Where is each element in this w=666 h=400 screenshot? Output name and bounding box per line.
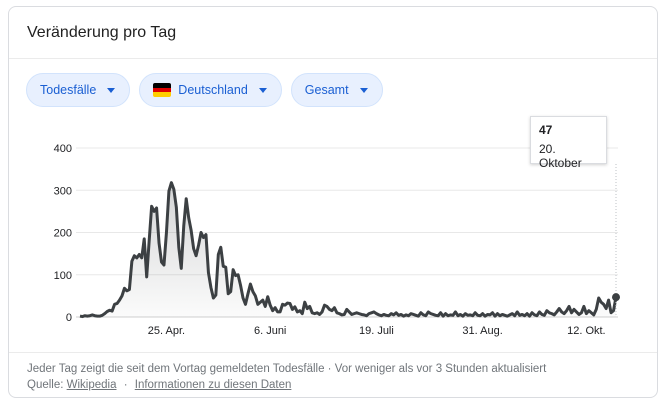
x-tick-label: 31. Aug.: [462, 325, 502, 337]
hover-point[interactable]: [612, 293, 620, 302]
dropdown-arrow-icon: [359, 87, 368, 93]
dropdown-arrow-icon: [107, 87, 116, 93]
y-tick-label: 0: [66, 312, 72, 324]
footer-source-line: Quelle: Wikipedia · Informationen zu die…: [27, 377, 639, 393]
data-info-link[interactable]: Informationen zu diesen Daten: [134, 379, 292, 391]
region-filter-chip[interactable]: Deutschland: [139, 73, 282, 107]
chart-tooltip: 47 20. Oktober: [530, 116, 607, 170]
scope-filter-label: Gesamt: [304, 83, 349, 97]
flag-stripe-red: [153, 87, 172, 93]
tooltip-value: 47: [539, 123, 553, 137]
region-filter-label: Deutschland: [178, 83, 248, 97]
y-tick-label: 100: [54, 270, 72, 282]
metric-filter-chip[interactable]: Todesfälle: [26, 73, 131, 107]
scope-filter-chip[interactable]: Gesamt: [290, 73, 383, 107]
chart[interactable]: 0 100 200 300 400 25. Apr. 6. Juni 19. Juli 31.…: [0, 0, 666, 345]
series-line: [79, 181, 618, 319]
x-tick-label: 12. Okt.: [567, 325, 606, 337]
chart-title: Veränderung pro Tag: [27, 23, 177, 41]
tooltip-date: 20. Oktober: [539, 142, 582, 170]
flag-stripe-black: [153, 83, 172, 88]
separator: ·: [123, 379, 128, 391]
x-tick-label: 6. Juni: [254, 325, 286, 337]
x-tick-label: 19. Juli: [359, 325, 394, 337]
footer-description: Jeder Tag zeigt die seit dem Vortag geme…: [27, 363, 547, 375]
y-tick-label: 300: [54, 185, 72, 197]
dropdown-arrow-icon: [258, 87, 267, 93]
flag-stripe-gold: [153, 92, 172, 97]
y-axis: 0 100 200 300 400: [54, 143, 72, 324]
metric-filter-label: Todesfälle: [40, 83, 97, 97]
germany-flag-icon: [153, 83, 172, 97]
wikipedia-link[interactable]: Wikipedia: [66, 379, 117, 391]
source-prefix: Quelle:: [27, 379, 64, 391]
filter-bar: Todesfälle Deutschland Gesamt: [26, 73, 383, 107]
y-tick-label: 200: [54, 228, 72, 240]
x-axis: 25. Apr. 6. Juni 19. Juli 31. Aug. 12. Okt.: [148, 325, 606, 337]
x-tick-label: 25. Apr.: [148, 325, 185, 337]
card: Veränderung pro Tag Todesfälle Deutschla…: [8, 6, 658, 398]
series-area: [80, 182, 616, 317]
card-header: Veränderung pro Tag: [9, 7, 657, 59]
y-tick-label: 400: [54, 143, 72, 155]
card-footer: Jeder Tag zeigt die seit dem Vortag geme…: [9, 352, 657, 393]
